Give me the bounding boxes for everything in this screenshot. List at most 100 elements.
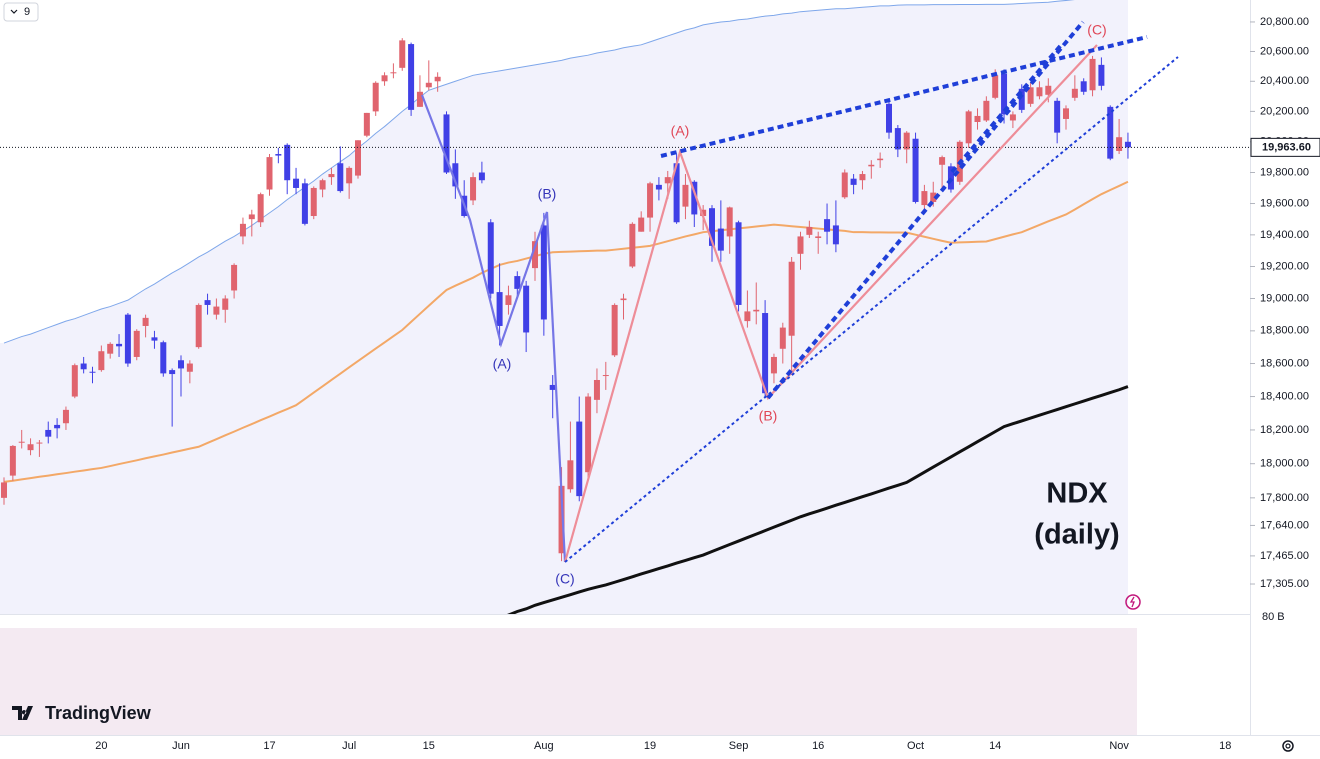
candle-body [142, 317, 149, 326]
candle-body [894, 128, 901, 150]
candle-body [425, 82, 432, 88]
candle-body [753, 309, 760, 312]
x-tick-label: Jun [172, 740, 190, 752]
candle-body [965, 111, 972, 144]
candle-body [478, 172, 485, 181]
candle-body [399, 40, 406, 68]
candle-body [1009, 114, 1016, 121]
x-tick-label: Jul [342, 740, 356, 752]
candle-body [346, 167, 353, 184]
candle-body [540, 225, 547, 320]
chevron-icon [10, 9, 18, 14]
volume-pane [0, 628, 1137, 735]
candle-body [1063, 108, 1069, 119]
candle-body [1018, 88, 1025, 110]
candle-body [27, 444, 34, 451]
candle-body [319, 180, 326, 190]
candle-body [54, 424, 61, 429]
candle-body [301, 183, 308, 224]
settings-icon[interactable] [1282, 740, 1294, 752]
wave-label: (A) [671, 123, 690, 139]
candle-body [186, 363, 193, 372]
candle-body [576, 421, 583, 497]
y-tick-label: 19,200.00 [1260, 260, 1309, 272]
candle-body [1045, 85, 1052, 95]
candle-body [505, 295, 512, 305]
candle-body [328, 174, 335, 178]
candle-body [709, 208, 715, 246]
candle-body [1124, 141, 1131, 148]
candle-body [655, 184, 662, 190]
wave-label: (C) [555, 571, 574, 587]
candle-body [222, 298, 229, 310]
candle-body [912, 138, 919, 202]
candle-body [523, 285, 530, 333]
series-layer [0, 0, 1250, 614]
candle-body [532, 241, 538, 269]
candle-body [151, 337, 158, 341]
x-tick-label: 15 [423, 740, 435, 752]
candle-body [1098, 64, 1105, 86]
candle-body [18, 441, 25, 443]
interval-button[interactable]: 9 [3, 2, 39, 22]
candle-body [947, 166, 954, 190]
interval-label[interactable]: 9 [24, 6, 30, 18]
candle-body [293, 178, 300, 188]
candle-body [337, 163, 344, 192]
candle-body [797, 236, 804, 254]
candle-body [124, 314, 131, 364]
moving-average [3, 180, 1129, 483]
last-price-box [1250, 137, 1320, 157]
candle-body [363, 112, 370, 136]
trend-line [660, 35, 1148, 158]
candle-body [726, 207, 733, 237]
candle-body [779, 327, 786, 349]
candle-body [939, 157, 946, 165]
gear[interactable] [1282, 740, 1294, 752]
candle-body [80, 363, 87, 370]
x-tick-label: 18 [1219, 740, 1231, 752]
candle-body [416, 91, 423, 107]
candle-body [1001, 73, 1008, 115]
y-tick-label: 19,400.00 [1260, 229, 1309, 241]
candle-body [62, 409, 69, 424]
candle-body [903, 132, 910, 150]
candle-body [71, 365, 78, 397]
candle-body [408, 44, 415, 110]
button-frame[interactable] [3, 2, 39, 22]
candle-body [700, 209, 707, 217]
alert-icon[interactable] [1125, 594, 1141, 610]
alert-bolt [1129, 596, 1135, 608]
candle-body [239, 223, 246, 237]
candle-body [1107, 106, 1114, 159]
candle-body [284, 144, 291, 181]
candle-body [806, 226, 813, 235]
candle-body [89, 371, 96, 373]
candle-body [266, 157, 273, 190]
gear-hub [1285, 743, 1291, 749]
candle-body [1027, 87, 1034, 104]
y-tick-label: 18,800.00 [1260, 325, 1309, 337]
y-tick-label: 18,000.00 [1260, 458, 1309, 470]
candle-body [744, 311, 751, 322]
candle-body [133, 330, 140, 357]
candle-body [877, 158, 884, 161]
candle-body [841, 172, 848, 198]
candle-body [355, 140, 361, 176]
y-tick-label: 20,400.00 [1260, 75, 1309, 87]
drawings [420, 20, 1179, 563]
candle-body [381, 75, 388, 82]
band-fill [0, 0, 1128, 614]
candle-body [832, 225, 839, 245]
y-tick-label: 17,640.00 [1260, 519, 1309, 531]
candle-body [983, 100, 990, 121]
plot-area [0, 0, 1128, 614]
candle-body [443, 114, 450, 173]
candle-body [1116, 137, 1123, 151]
y-tick-label: 19,800.00 [1260, 166, 1309, 178]
y-tick-label: 18,400.00 [1260, 390, 1309, 402]
wave-line [563, 44, 1098, 563]
candle-body [372, 82, 379, 112]
candle-body [275, 154, 282, 156]
x-tick-label: 14 [989, 740, 1001, 752]
